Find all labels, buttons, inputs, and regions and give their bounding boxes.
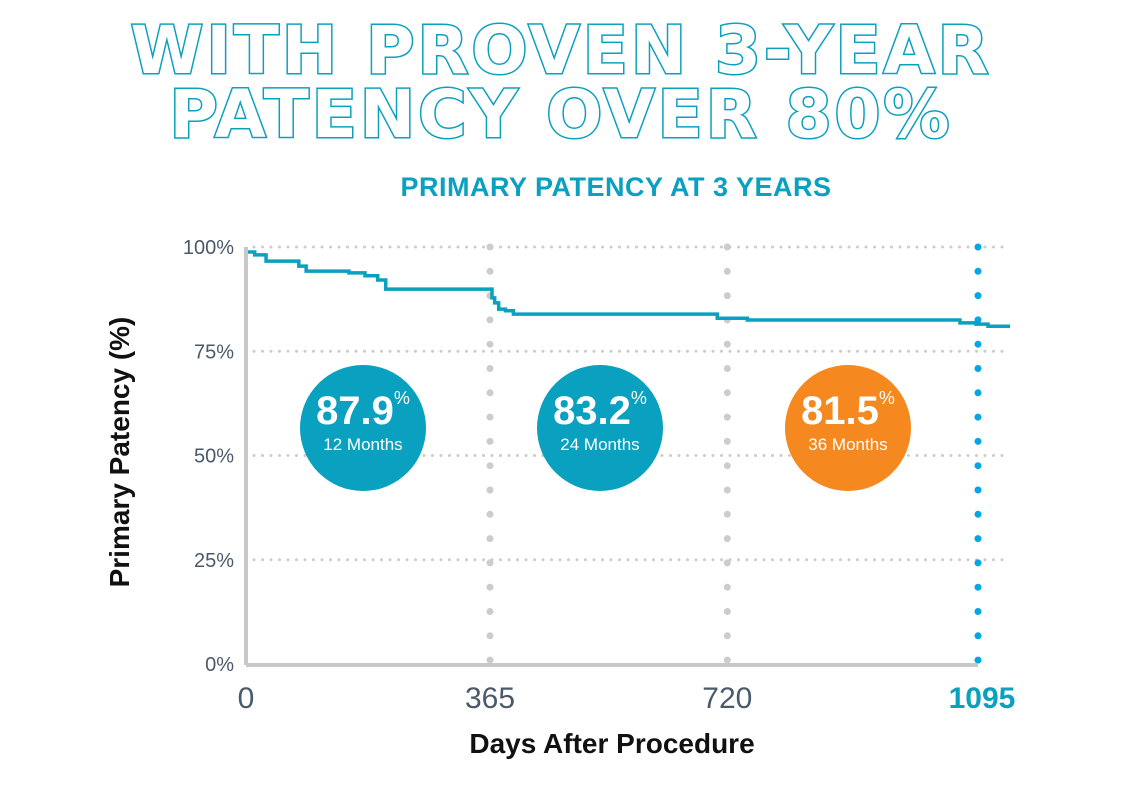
x-tick-label: 1095 bbox=[949, 682, 1016, 715]
annotation-value: 81.5% bbox=[801, 388, 895, 433]
annotation-36-months: 81.5% 36 Months bbox=[785, 365, 911, 491]
annotation-24-months: 83.2% 24 Months bbox=[537, 365, 663, 491]
x-axis-label: Days After Procedure bbox=[469, 728, 755, 759]
annotation-label: 12 Months bbox=[323, 435, 403, 454]
x-tick-label: 720 bbox=[702, 682, 752, 715]
headline-line-2: PATENCY OVER 80% bbox=[168, 76, 953, 153]
annotation-value: 87.9% bbox=[316, 388, 410, 433]
y-tick-label: 50% bbox=[194, 446, 234, 468]
x-tick-label: 0 bbox=[238, 682, 255, 715]
x-tick-label: 365 bbox=[465, 682, 515, 715]
series-layer bbox=[248, 250, 1011, 328]
y-axis-label: Primary Patency (%) bbox=[104, 316, 135, 588]
chart-title: PRIMARY PATENCY AT 3 YEARS bbox=[400, 172, 832, 202]
headline-line-1: WITH PROVEN 3-YEAR bbox=[129, 12, 992, 89]
annotation-12-months: 87.9% 12 Months bbox=[300, 365, 426, 491]
annotation-label: 36 Months bbox=[808, 435, 888, 454]
annotation-label: 24 Months bbox=[560, 435, 640, 454]
axes bbox=[244, 247, 978, 667]
y-tick-label: 25% bbox=[194, 550, 234, 572]
patency-step-line bbox=[248, 250, 1011, 328]
y-tick-label: 100% bbox=[183, 237, 234, 259]
y-tick-label: 0% bbox=[205, 654, 234, 676]
annotation-value: 83.2% bbox=[553, 388, 647, 433]
y-tick-label: 75% bbox=[194, 341, 234, 363]
tick-labels: 0% 25% 50% 75% 100% 0 365 720 1095 bbox=[183, 237, 1016, 715]
